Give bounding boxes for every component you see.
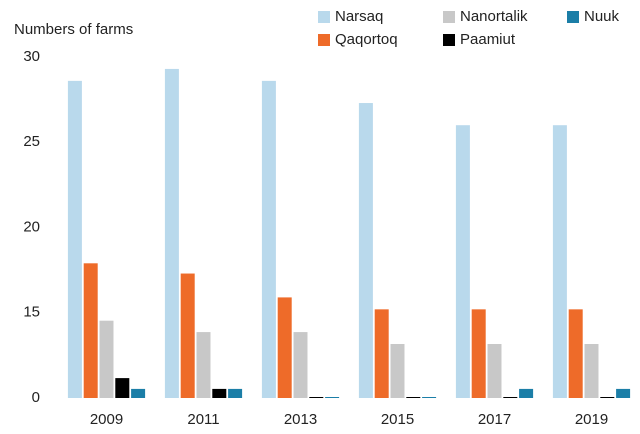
legend-swatch (318, 11, 330, 23)
bar (374, 309, 389, 398)
bar (309, 397, 324, 398)
bar (600, 397, 615, 398)
bar (212, 388, 227, 398)
bar (180, 273, 195, 398)
bar (390, 344, 405, 398)
legend-label: Paamiut (460, 31, 516, 48)
legend-swatch (443, 34, 455, 46)
bar (164, 68, 179, 398)
y-tick-label: 0 (32, 389, 40, 406)
bar (228, 388, 243, 398)
legend-swatch (443, 11, 455, 23)
bar (293, 332, 308, 398)
y-tick-label: 20 (23, 218, 40, 235)
bar (471, 309, 486, 398)
bar (568, 309, 583, 398)
bar (552, 125, 567, 398)
y-tick-label: 15 (23, 304, 40, 321)
bar (67, 80, 82, 399)
bar (616, 388, 631, 398)
legend-label: Narsaq (335, 8, 383, 25)
bar (83, 263, 98, 398)
legend-swatch (567, 11, 579, 23)
x-tick-label: 2015 (381, 411, 414, 428)
bar (406, 397, 421, 398)
x-tick-label: 2011 (187, 411, 219, 428)
legend-label: Nanortalik (460, 8, 528, 25)
bar (196, 332, 211, 398)
bar (455, 125, 470, 398)
y-tick-label: 25 (23, 133, 40, 150)
x-tick-label: 2019 (575, 411, 608, 428)
bar (503, 397, 518, 398)
legend-label: Qaqortoq (335, 31, 398, 48)
bar (99, 320, 114, 398)
bar (261, 80, 276, 399)
bar (487, 344, 502, 398)
x-tick-label: 2009 (90, 411, 123, 428)
bar (519, 388, 534, 398)
y-tick-label: 30 (23, 48, 40, 65)
bar (131, 388, 146, 398)
bar (358, 103, 373, 398)
y-axis-label: Numbers of farms (14, 21, 133, 38)
legend-swatch (318, 34, 330, 46)
bar (422, 397, 437, 398)
bar (325, 397, 340, 398)
legend-label: Nuuk (584, 8, 620, 25)
x-tick-label: 2017 (478, 411, 511, 428)
bar (115, 378, 130, 398)
x-tick-label: 2013 (284, 411, 317, 428)
bar (277, 297, 292, 398)
bar (584, 344, 599, 398)
